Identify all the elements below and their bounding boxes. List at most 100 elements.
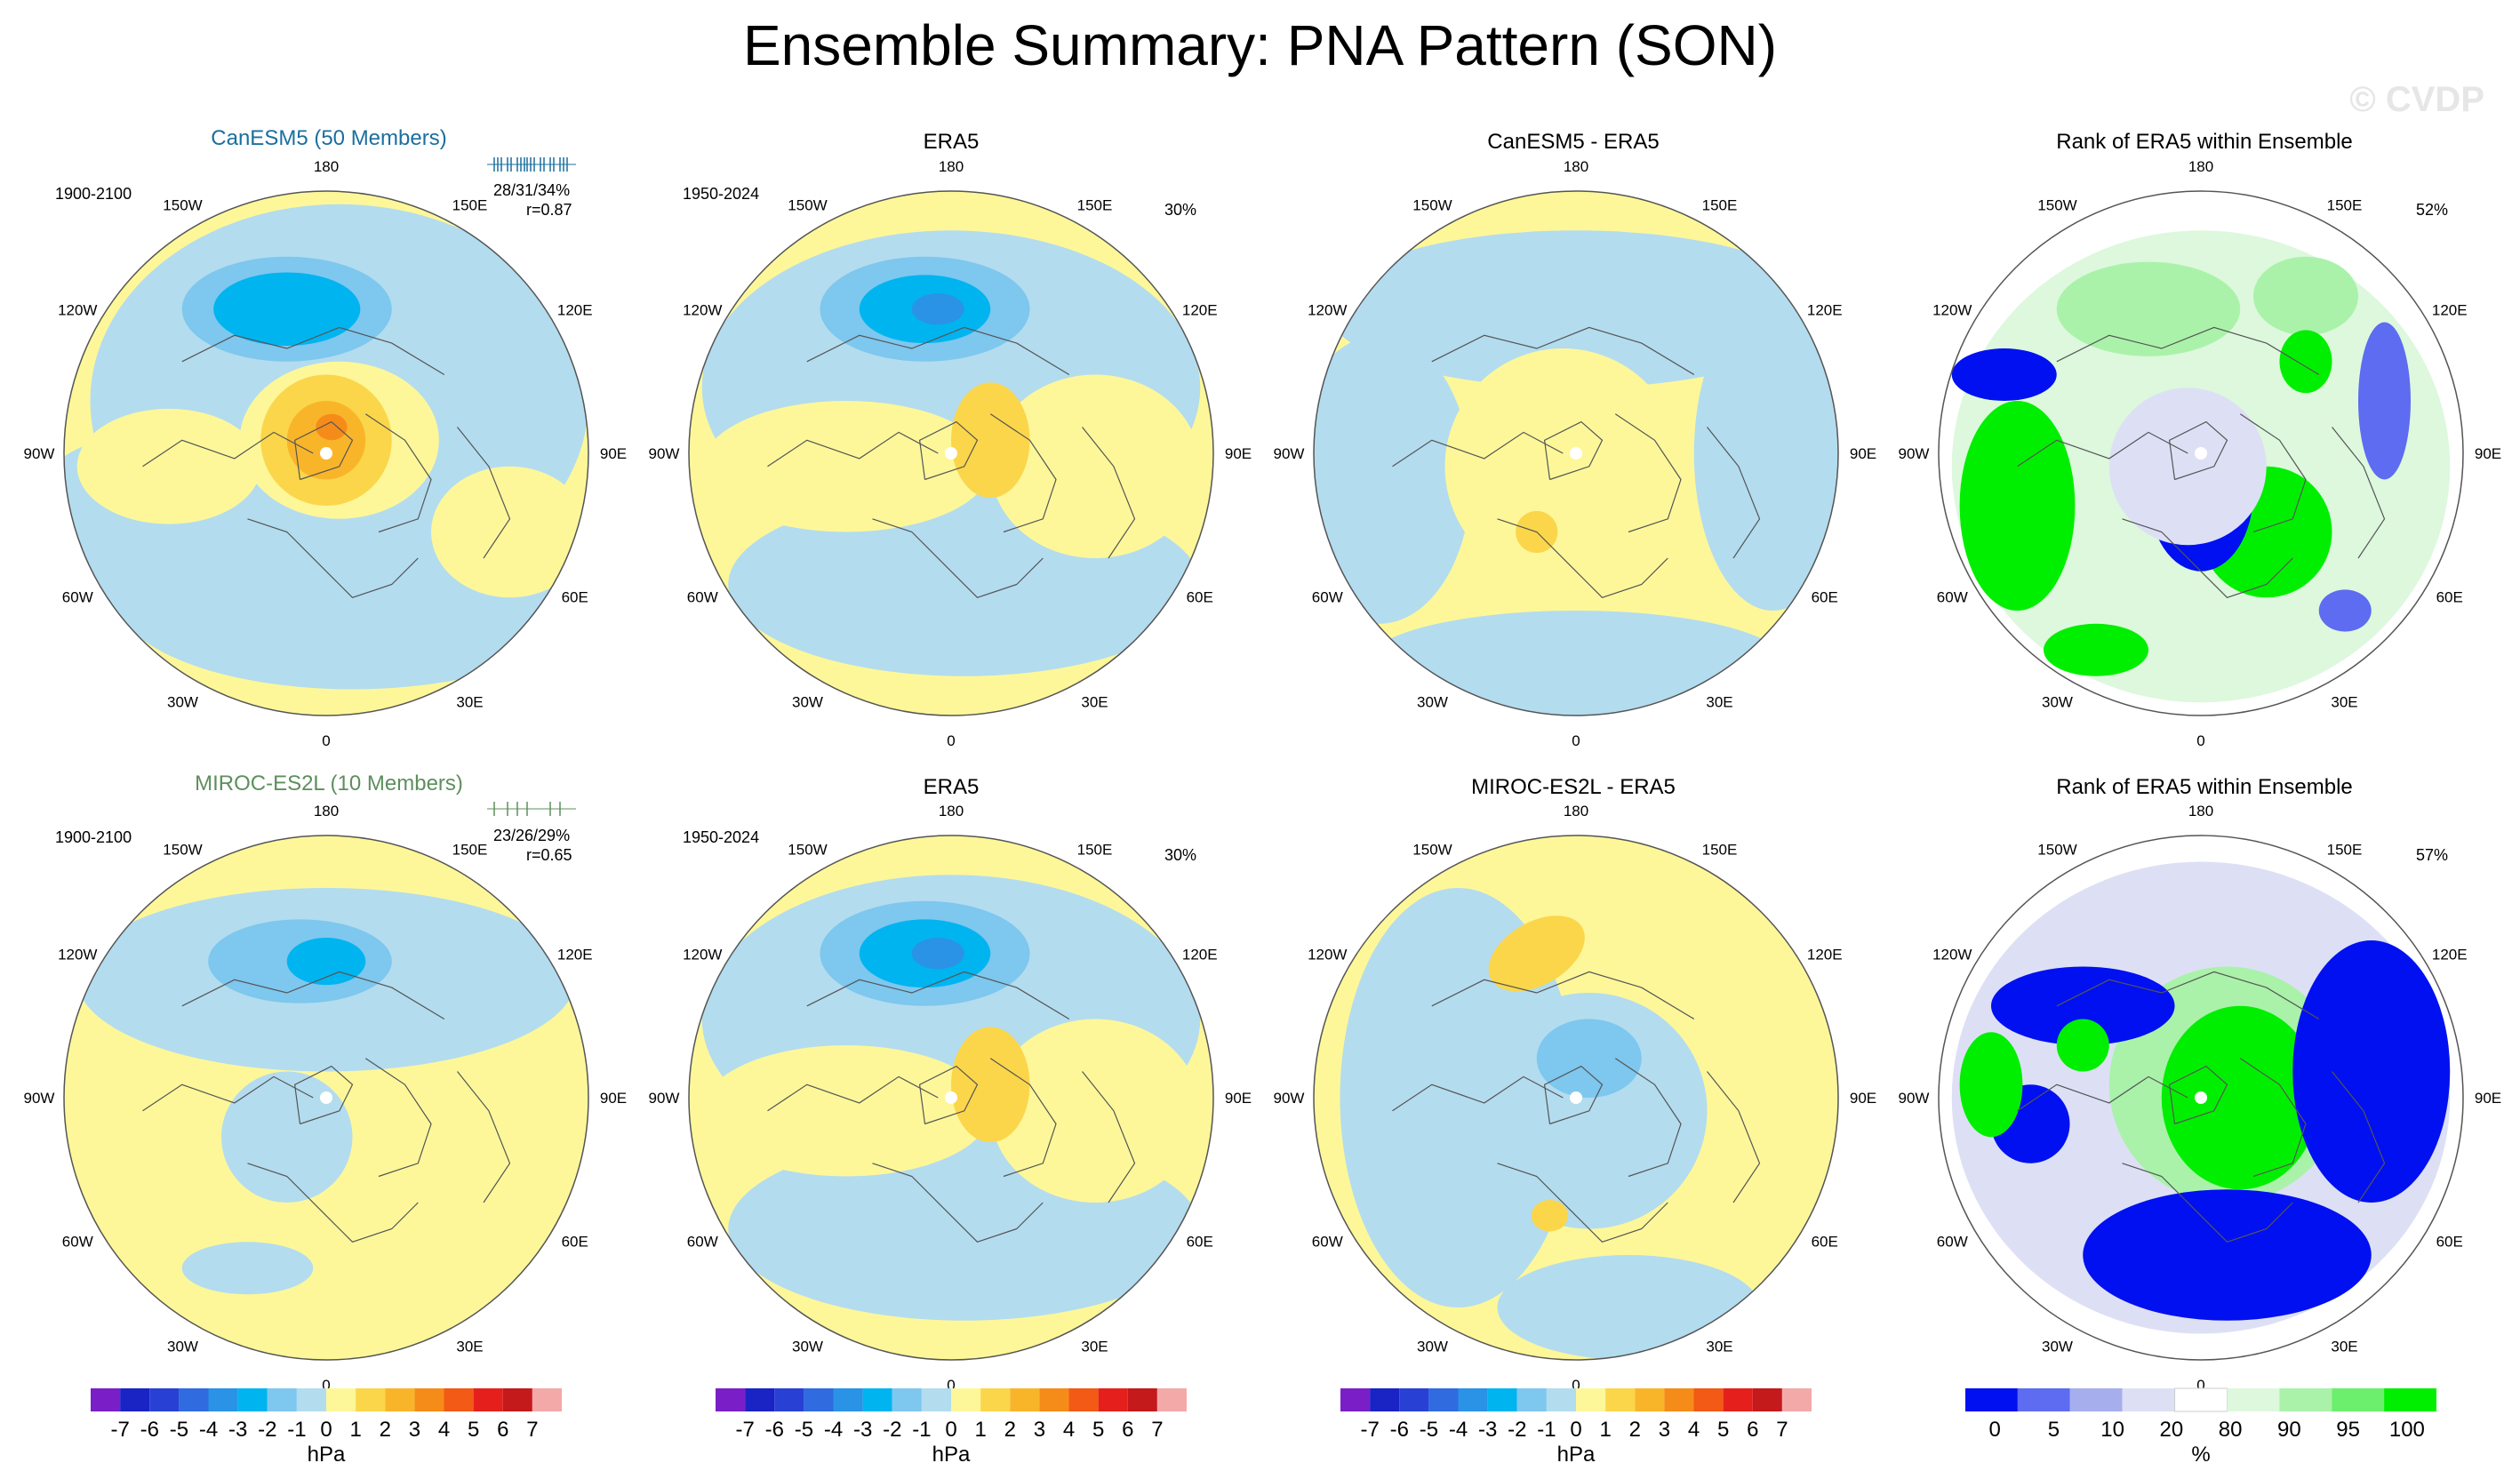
longitude-label: 150W (163, 196, 202, 213)
negative-anomaly (1326, 230, 1826, 388)
rank-region (2108, 388, 2267, 546)
longitude-label: 120W (58, 302, 97, 319)
colorbar-swatch (2017, 1388, 2070, 1411)
negative-anomaly (911, 293, 964, 325)
longitude-label: 90W (649, 445, 680, 462)
colorbar-swatch (2332, 1388, 2385, 1411)
colorbar-tick-label: -3 (853, 1418, 872, 1442)
colorbar-swatch (1156, 1388, 1187, 1411)
longitude-label: 150E (1077, 196, 1113, 213)
panel-title-era5: ERA5 (923, 775, 980, 799)
colorbar-tick-label: -1 (287, 1418, 306, 1442)
colorbar-swatch (1127, 1388, 1157, 1411)
longitude-label: 60E (1187, 1234, 1213, 1251)
map-outline (1313, 835, 1839, 1361)
colorbar-swatch (1546, 1388, 1576, 1411)
longitude-label: 150W (1412, 196, 1452, 213)
coastline (1497, 1163, 1668, 1243)
map-outline (63, 835, 589, 1361)
negative-anomaly (1366, 611, 1786, 716)
coastline (2168, 1065, 2228, 1125)
coastline (1707, 1071, 1761, 1203)
colorbar-swatch (1576, 1388, 1606, 1411)
longitude-label: 90E (2475, 445, 2501, 462)
colorbar-swatch (356, 1388, 386, 1411)
colorbar-swatch (1965, 1388, 2018, 1411)
colorbar-swatch (502, 1388, 532, 1411)
rank-region (1951, 348, 2057, 401)
colorbar-swatch (1068, 1388, 1099, 1411)
colorbar-units: hPa (932, 1443, 971, 1467)
longitude-label: 180 (2188, 158, 2213, 175)
longitude-label: 150W (788, 196, 827, 213)
longitude-label: 30E (1706, 1339, 1732, 1355)
colorbar-tick-label: 5 (1092, 1418, 1104, 1442)
longitude-label: 30W (792, 1339, 823, 1355)
longitude-label: 120W (1308, 302, 1347, 319)
colorbar-swatch (774, 1388, 804, 1411)
colorbar-tick-label: -3 (228, 1418, 247, 1442)
longitude-label: 60E (562, 1234, 588, 1251)
longitude-label: 150W (2037, 196, 2076, 213)
coastline (1614, 1058, 1682, 1178)
map-outline (1938, 190, 2464, 716)
anomaly-colorbar: -7 -6 -5 -4 -3 -2 -1 0 1 2 3 4 5 6 7 hPa (91, 1388, 562, 1467)
colorbar-tick-label: 2 (380, 1418, 391, 1442)
longitude-label: 30W (1417, 694, 1448, 711)
longitude-label: 180 (314, 158, 339, 175)
colorbar-tick-label: 3 (1659, 1418, 1670, 1442)
colorbar-tick-label: 4 (1063, 1418, 1075, 1442)
longitude-label: 120W (58, 947, 97, 963)
longitude-label: 60W (62, 589, 93, 606)
colorbar-swatch (1781, 1388, 1812, 1411)
coastline (247, 1163, 419, 1243)
colorbar-swatch (1635, 1388, 1665, 1411)
negative-anomaly (1536, 1019, 1642, 1098)
panel-title-diff: MIROC-ES2L - ERA5 (1471, 775, 1676, 799)
longitude-label: 60E (1812, 1234, 1838, 1251)
coastline (2239, 1058, 2307, 1178)
map-outline (688, 190, 1214, 716)
anomaly-colorbar: -7 -6 -5 -4 -3 -2 -1 0 1 2 3 4 5 6 7 hPa (1340, 1388, 1812, 1467)
map-outline (63, 190, 589, 716)
coastline (872, 518, 1044, 598)
panel-title-can-model: CanESM5 (50 Members) (211, 126, 447, 150)
colorbar-tick-label: 95 (2336, 1418, 2360, 1442)
longitude-label: 120E (1807, 302, 1843, 319)
colorbar-swatch (444, 1388, 474, 1411)
coastline (2332, 1071, 2386, 1203)
coastline (918, 1065, 979, 1125)
colorbar-swatch (1458, 1388, 1488, 1411)
coastline (1431, 971, 1695, 1020)
negative-anomaly (221, 1071, 353, 1203)
longitude-label: 90W (24, 1090, 55, 1107)
period-label: 1900-2100 (55, 185, 132, 203)
rank-region (2161, 1005, 2319, 1190)
longitude-label: 90E (600, 445, 627, 462)
colorbar-tick-label: 4 (438, 1418, 450, 1442)
colorbar-swatch (2122, 1388, 2175, 1411)
longitude-label: 150E (2327, 841, 2363, 858)
longitude-label: 180 (314, 803, 339, 819)
longitude-label: 120E (2432, 947, 2468, 963)
percent-label: 52% (2416, 201, 2449, 219)
colorbar-tick-label: -5 (795, 1418, 813, 1442)
longitude-label: 120E (1807, 947, 1843, 963)
colorbar-swatch (892, 1388, 922, 1411)
colorbar-tick-label: 7 (526, 1418, 538, 1442)
coastline (293, 420, 354, 481)
pole-marker (1570, 1091, 1582, 1104)
longitude-label: 180 (939, 158, 964, 175)
coastline (1392, 431, 1564, 468)
colorbar-tick-label: -7 (1360, 1418, 1379, 1442)
colorbar-units: % (2191, 1443, 2210, 1467)
ensemble-spread-ticks (487, 802, 576, 816)
longitude-label: 90E (1225, 445, 1252, 462)
longitude-label: 60W (1312, 1234, 1343, 1251)
negative-anomaly (213, 272, 361, 347)
colorbar-swatch (1723, 1388, 1753, 1411)
coastline (872, 1163, 1044, 1243)
colorbar-tick-label: 2 (1004, 1418, 1016, 1442)
colorbar-swatch (804, 1388, 834, 1411)
